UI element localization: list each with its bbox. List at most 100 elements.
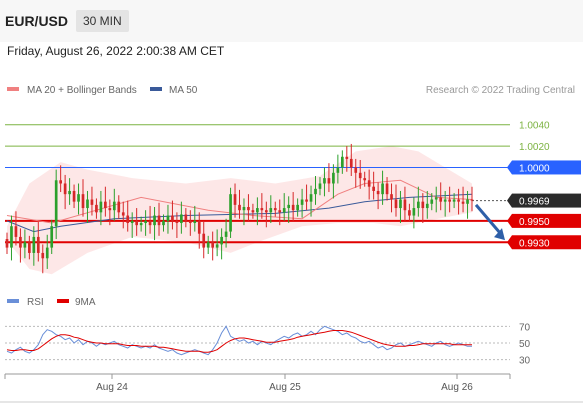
candle-body [394, 199, 398, 209]
candle-body [117, 201, 121, 213]
candle-body [421, 201, 425, 209]
candle-body [318, 183, 322, 189]
candle-body [452, 199, 456, 202]
candle-body [363, 178, 367, 181]
rsi-tick-label: 50 [519, 339, 531, 350]
candle-body [224, 231, 228, 237]
ma20-legend-label: MA 20 + Bollinger Bands [27, 85, 137, 96]
candle-body [171, 215, 174, 221]
x-tick-label: Aug 25 [269, 382, 301, 393]
price-chart: 1.0040 1.0020 1.0000 0.9969 0.9950 0.9930 [5, 121, 581, 275]
candle-body [434, 197, 438, 200]
level-badge-tip-1.0000 [507, 160, 512, 175]
candle-body [206, 242, 210, 248]
level-label-1.0000: 1.0000 [519, 163, 550, 174]
candle-body [305, 199, 308, 202]
candle-body [345, 156, 349, 159]
timeframe-badge[interactable]: 30 MIN [76, 10, 129, 32]
candle-body [242, 206, 246, 211]
candle-body [10, 226, 13, 248]
candle-body [251, 210, 255, 213]
candle-body [144, 220, 147, 224]
level-badge-0.9969 [512, 193, 581, 208]
candle-body [412, 208, 416, 216]
candle-body [202, 233, 206, 248]
candle-body [443, 199, 447, 202]
candle-body [358, 172, 362, 179]
level-badge-tip-0.9930 [507, 235, 512, 250]
candle-body [417, 201, 420, 209]
candle-body [381, 183, 384, 195]
level-badge-0.9950 [512, 213, 581, 228]
rsi-chart: 70 50 30 [5, 322, 531, 367]
candle-body [153, 215, 156, 226]
candle-body [408, 210, 411, 216]
candle-body [112, 201, 116, 211]
candle-body [95, 204, 98, 213]
rsi-ma-legend-label: 9MA [75, 297, 96, 308]
candle-body [314, 188, 317, 195]
candle-body [238, 204, 241, 211]
candle-body [104, 201, 107, 209]
candle-body [390, 194, 393, 200]
candle-body [296, 204, 299, 211]
candle-body [81, 194, 85, 209]
candle-body [180, 214, 183, 224]
candle-body [291, 204, 295, 211]
candle-body [121, 212, 125, 216]
ma50-legend-label: MA 50 [169, 85, 198, 96]
x-tick-label: Aug 24 [96, 382, 128, 393]
candle-body [256, 208, 259, 213]
candle-body [269, 208, 273, 213]
forecast-arrowhead [494, 228, 505, 241]
candle-body [54, 180, 58, 227]
candle-body [77, 194, 80, 202]
candle-body [135, 220, 139, 226]
candle-body [385, 183, 389, 195]
rsi-legend-swatch [7, 299, 19, 303]
candle-body [461, 201, 465, 204]
candle-body [264, 210, 268, 213]
candle-body [399, 199, 402, 209]
candle-body [309, 194, 313, 202]
candle-body [323, 178, 326, 184]
candle-body [470, 199, 474, 201]
candle-body [354, 167, 358, 173]
level-label-0.9950: 0.9950 [519, 217, 550, 228]
candle-body [14, 226, 18, 237]
x-tick-label: Aug 26 [441, 382, 473, 393]
candle-body [425, 203, 429, 209]
candle-body [175, 220, 179, 224]
candle-body [367, 180, 371, 187]
candle-body [50, 226, 54, 248]
candle-body [5, 239, 9, 248]
candle-body [466, 199, 469, 204]
candle-body [372, 186, 375, 191]
candle-body [349, 158, 353, 168]
candle-body [282, 208, 286, 213]
candle-body [215, 244, 219, 248]
candle-body [229, 194, 232, 232]
candle-body [68, 190, 71, 195]
candle-body [336, 167, 340, 173]
candle-body [188, 220, 192, 224]
candle-body [126, 215, 130, 224]
candle-body [287, 204, 291, 209]
candle-body [41, 252, 45, 259]
rsi-legend-label: RSI [27, 297, 44, 308]
candle-body [28, 242, 31, 253]
ma20-line [6, 179, 473, 224]
candle-body [139, 223, 143, 226]
candle-body [59, 180, 62, 184]
candle-body [430, 199, 434, 204]
rsi-tick-label: 30 [519, 356, 531, 367]
candle-body [72, 190, 76, 202]
candle-body [448, 199, 451, 202]
candle-body [278, 210, 282, 213]
candle-body [327, 178, 331, 184]
rsi-series-9ma [6, 330, 472, 353]
candle-body [211, 242, 215, 248]
candle-body [300, 199, 304, 205]
candle-body [36, 236, 40, 253]
